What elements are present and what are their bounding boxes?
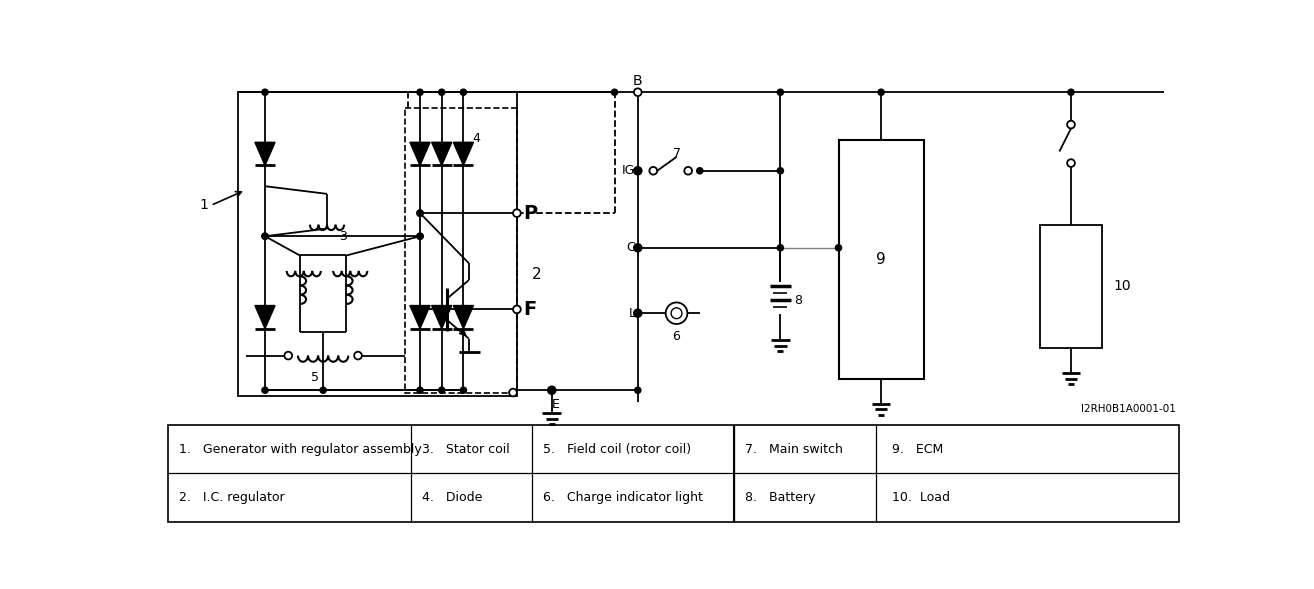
Text: L: L <box>628 307 636 320</box>
Circle shape <box>417 233 423 239</box>
Polygon shape <box>453 143 473 166</box>
Circle shape <box>460 387 466 393</box>
Polygon shape <box>453 306 473 329</box>
Text: 5.   Field coil (rotor coil): 5. Field coil (rotor coil) <box>543 443 691 456</box>
Text: 9: 9 <box>876 252 886 267</box>
Circle shape <box>261 233 268 239</box>
Text: 4: 4 <box>473 132 481 145</box>
Text: F: F <box>523 300 536 319</box>
Text: I2RH0B1A0001-01: I2RH0B1A0001-01 <box>1080 405 1176 415</box>
Circle shape <box>649 167 657 174</box>
Circle shape <box>417 387 423 393</box>
Circle shape <box>261 387 268 393</box>
Text: 3: 3 <box>339 230 347 243</box>
Circle shape <box>635 244 641 251</box>
Text: 1.   Generator with regulator assembly: 1. Generator with regulator assembly <box>180 443 422 456</box>
Circle shape <box>635 168 641 174</box>
Circle shape <box>284 352 292 359</box>
Text: P: P <box>523 204 537 223</box>
Circle shape <box>635 310 641 316</box>
Circle shape <box>261 233 268 239</box>
Text: E: E <box>552 398 560 411</box>
Circle shape <box>548 386 556 394</box>
Circle shape <box>635 387 641 393</box>
Circle shape <box>633 309 641 317</box>
Polygon shape <box>431 143 452 166</box>
Circle shape <box>460 89 466 95</box>
Text: 7.   Main switch: 7. Main switch <box>745 443 844 456</box>
Text: 10: 10 <box>1114 279 1131 293</box>
Circle shape <box>671 308 682 319</box>
Circle shape <box>417 89 423 95</box>
Circle shape <box>1068 89 1074 95</box>
Text: 1: 1 <box>200 198 209 213</box>
Text: 2.   I.C. regulator: 2. I.C. regulator <box>180 491 285 504</box>
Circle shape <box>1067 159 1075 167</box>
Circle shape <box>439 387 445 393</box>
Polygon shape <box>255 306 275 329</box>
Text: 6.   Charge indicator light: 6. Charge indicator light <box>543 491 703 504</box>
Text: 8.   Battery: 8. Battery <box>745 491 816 504</box>
Polygon shape <box>255 143 275 166</box>
Circle shape <box>1067 121 1075 128</box>
Circle shape <box>512 209 520 217</box>
Text: 5: 5 <box>311 371 319 384</box>
Text: 4.   Diode: 4. Diode <box>422 491 482 504</box>
Text: 2: 2 <box>531 267 541 282</box>
Text: B: B <box>633 74 643 88</box>
Circle shape <box>633 167 641 174</box>
Circle shape <box>321 387 326 393</box>
Polygon shape <box>410 306 430 329</box>
Text: IG: IG <box>622 164 636 177</box>
Circle shape <box>417 210 423 216</box>
Circle shape <box>666 302 687 324</box>
Text: 3.   Stator coil: 3. Stator coil <box>422 443 510 456</box>
Circle shape <box>509 389 516 396</box>
Circle shape <box>611 89 618 95</box>
Circle shape <box>417 233 423 239</box>
Circle shape <box>633 244 641 252</box>
Circle shape <box>439 89 445 95</box>
Circle shape <box>878 89 884 95</box>
Circle shape <box>355 352 361 359</box>
Circle shape <box>685 167 692 174</box>
Circle shape <box>417 210 423 216</box>
Circle shape <box>549 387 555 393</box>
Circle shape <box>836 244 841 251</box>
Circle shape <box>778 244 783 251</box>
Circle shape <box>261 89 268 95</box>
Text: C: C <box>627 241 636 254</box>
Circle shape <box>778 89 783 95</box>
Circle shape <box>778 168 783 174</box>
Text: 9.   ECM: 9. ECM <box>892 443 943 456</box>
Circle shape <box>696 168 703 174</box>
Text: 10.  Load: 10. Load <box>892 491 950 504</box>
Polygon shape <box>431 306 452 329</box>
Text: 6: 6 <box>673 330 681 343</box>
Text: 8: 8 <box>795 294 803 307</box>
Circle shape <box>512 306 520 313</box>
Circle shape <box>633 88 641 96</box>
Polygon shape <box>410 143 430 166</box>
Text: 7: 7 <box>673 147 681 160</box>
